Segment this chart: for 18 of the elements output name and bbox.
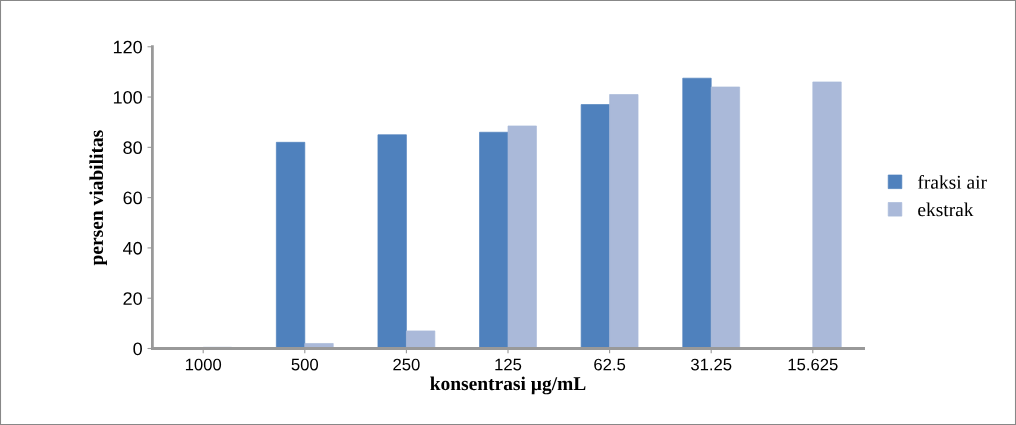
y-tick-label: 60: [123, 191, 142, 205]
y-tick-label: 100: [113, 90, 142, 104]
x-tick-label: 500: [291, 358, 319, 371]
x-tick-label: 31.25: [690, 358, 732, 371]
x-tick-label: 125: [495, 358, 522, 371]
y-tick-label: 20: [123, 292, 142, 305]
y-tick-label: 40: [123, 241, 142, 255]
x-tick-label: 15.625: [788, 358, 838, 371]
legend-label: ekstrak: [918, 202, 974, 217]
y-tick-label: 0: [133, 342, 142, 356]
x-tick-label: 1000: [185, 358, 222, 371]
y-axis-title: persen viabilitas: [89, 130, 107, 266]
x-tick-label: 250: [393, 358, 420, 371]
y-tick-label: 120: [113, 40, 142, 54]
x-axis-title: konsentrasi µg/mL: [430, 376, 586, 395]
legend-label: fraksi air: [917, 174, 987, 189]
x-tick-label: 62.5: [594, 358, 626, 371]
y-tick-label: 80: [123, 141, 142, 155]
